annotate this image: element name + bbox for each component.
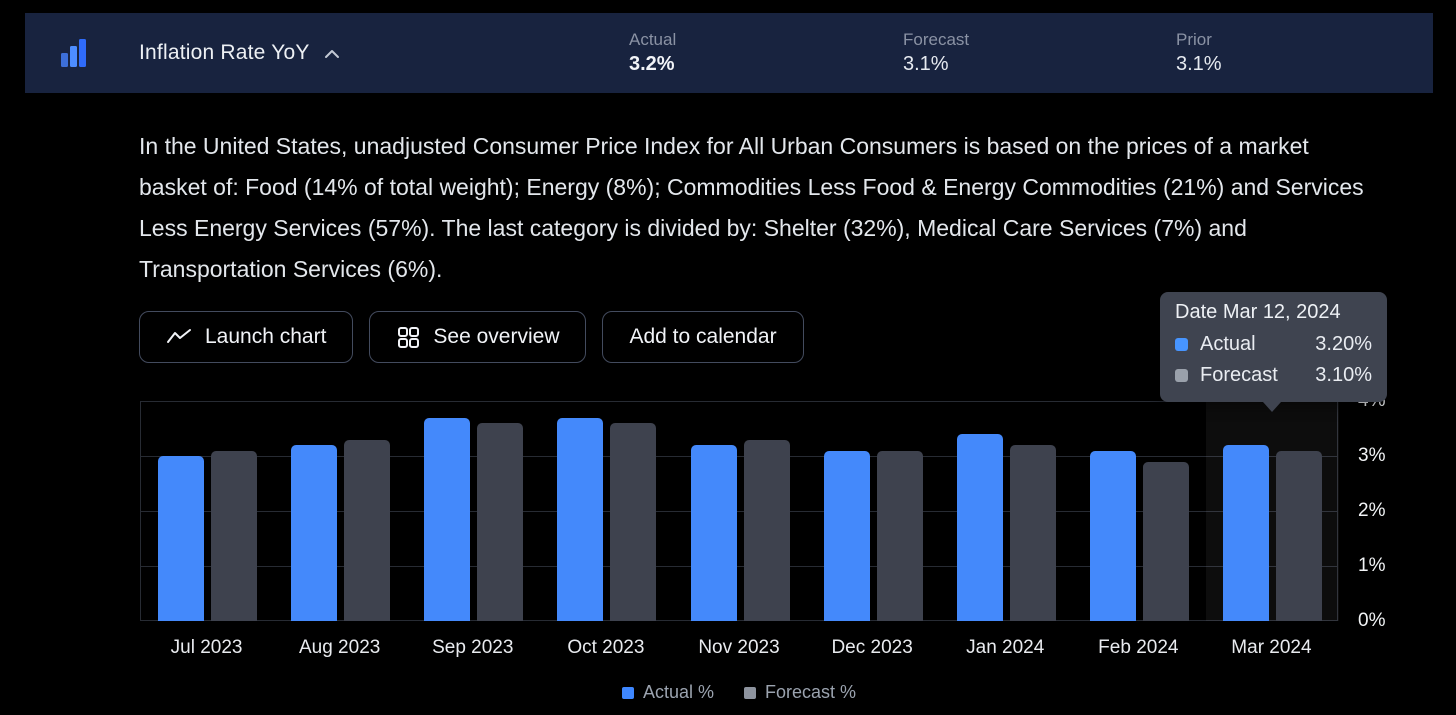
actual-bar-oct-2023[interactable] <box>557 417 604 621</box>
launch-chart-button[interactable]: Launch chart <box>139 311 354 363</box>
x-axis-tick-label: Sep 2023 <box>432 637 514 658</box>
actual-bar-sep-2023[interactable] <box>424 417 471 621</box>
forecast-bar-dec-2023[interactable] <box>876 450 923 621</box>
legend-swatch-icon <box>621 686 634 699</box>
button-label: Add to calendar <box>629 325 777 348</box>
metric-value: 3.1% <box>903 53 949 75</box>
chart-tooltip: Date Mar 12, 2024 Actual 3.20% Forecast … <box>1160 292 1387 412</box>
bar-chart-icon <box>61 37 87 69</box>
indicator-title: Inflation Rate YoY <box>139 41 310 64</box>
forecast-bar-feb-2024[interactable] <box>1142 461 1189 621</box>
indicator-header: Inflation Rate YoY Actual 3.2% Forecast … <box>25 13 1433 93</box>
metric-value: 3.1% <box>1176 53 1222 75</box>
see-overview-button[interactable]: See overview <box>369 311 587 363</box>
gridline <box>141 620 1337 621</box>
metric-prior: Prior 3.1% <box>1176 13 1222 93</box>
x-axis-tick-label: Jul 2023 <box>170 637 243 658</box>
tooltip-value: 3.20% <box>1315 333 1372 355</box>
legend-label: Forecast % <box>765 682 857 702</box>
tooltip-label: Actual <box>1200 333 1256 355</box>
grid-icon <box>398 327 420 348</box>
metric-label: Actual <box>629 30 677 49</box>
actual-bar-aug-2023[interactable] <box>291 445 338 621</box>
actual-bar-dec-2023[interactable] <box>823 450 870 621</box>
forecast-swatch-icon <box>1175 369 1188 382</box>
metric-forecast: Forecast 3.1% <box>903 13 969 93</box>
gridline <box>141 566 1337 567</box>
y-axis-tick-label: 0% <box>1358 610 1386 631</box>
tooltip-pointer <box>1263 402 1281 412</box>
x-axis-tick-label: Feb 2024 <box>1098 637 1179 658</box>
x-axis-tick-label: Nov 2023 <box>698 637 780 658</box>
gridline <box>141 401 1337 402</box>
button-label: See overview <box>433 325 560 348</box>
action-button-row: Launch chart See overview Add to calenda… <box>139 311 804 363</box>
tooltip-row-forecast: Forecast 3.10% <box>1175 360 1372 391</box>
x-axis-tick-label: Aug 2023 <box>298 637 381 658</box>
gridline <box>141 511 1337 512</box>
tooltip-label: Forecast <box>1200 364 1278 386</box>
legend-item: Actual % <box>621 682 714 703</box>
y-axis-tick-label: 2% <box>1358 500 1386 521</box>
tooltip-value: 3.10% <box>1315 364 1372 386</box>
legend-item: Forecast % <box>744 682 856 703</box>
metric-label: Prior <box>1176 30 1212 49</box>
button-label: Launch chart <box>205 325 327 348</box>
actual-bar-jan-2024[interactable] <box>956 434 1003 621</box>
actual-bar-feb-2024[interactable] <box>1089 450 1136 621</box>
forecast-bar-mar-2024[interactable] <box>1275 450 1322 621</box>
chart-legend: Actual % Forecast % <box>140 682 1338 703</box>
forecast-bar-oct-2023[interactable] <box>610 423 657 621</box>
actual-bar-mar-2024[interactable] <box>1222 445 1269 621</box>
bar-chart-plot <box>140 401 1339 621</box>
actual-bar-jul-2023[interactable] <box>158 456 205 621</box>
legend-label: Actual % <box>642 682 714 702</box>
metric-value: 3.2% <box>629 53 675 75</box>
legend-swatch-icon <box>744 686 756 699</box>
forecast-bar-nov-2023[interactable] <box>743 439 790 621</box>
indicator-description: In the United States, unadjusted Consume… <box>139 133 1364 282</box>
x-axis-tick-label: Oct 2023 <box>567 637 645 658</box>
tooltip-row-actual: Actual 3.20% <box>1175 329 1372 360</box>
x-axis-tick-label: Dec 2023 <box>831 637 913 658</box>
actual-bar-nov-2023[interactable] <box>690 445 737 621</box>
y-axis-tick-label: 3% <box>1358 445 1386 466</box>
forecast-bar-aug-2023[interactable] <box>344 439 391 621</box>
forecast-bar-jan-2024[interactable] <box>1009 445 1056 621</box>
forecast-bar-sep-2023[interactable] <box>477 423 524 621</box>
actual-swatch-icon <box>1175 338 1188 351</box>
metric-actual: Actual 3.2% <box>629 13 676 93</box>
y-axis-tick-label: 1% <box>1358 555 1386 576</box>
gridline <box>141 456 1337 457</box>
line-chart-icon <box>167 329 191 343</box>
chevron-up-icon <box>324 50 339 58</box>
x-axis-tick-label: Mar 2024 <box>1231 637 1312 658</box>
x-axis-tick-label: Jan 2024 <box>966 637 1045 658</box>
tooltip-date: Date Mar 12, 2024 <box>1175 301 1341 323</box>
add-to-calendar-button[interactable]: Add to calendar <box>602 311 804 363</box>
metric-label: Forecast <box>903 30 970 49</box>
indicator-title-toggle[interactable]: Inflation Rate YoY <box>139 13 340 93</box>
forecast-bar-jul-2023[interactable] <box>211 450 258 621</box>
